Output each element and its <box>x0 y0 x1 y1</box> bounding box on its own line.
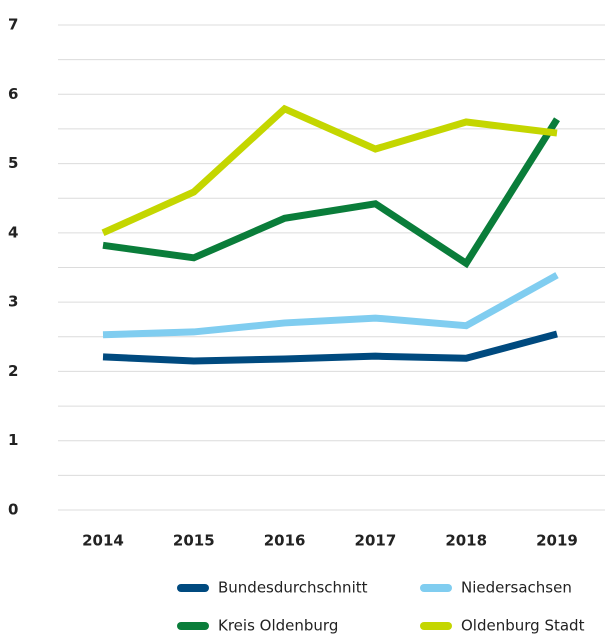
legend-label: Niedersachsen <box>461 579 572 597</box>
y-tick-label: 5 <box>8 154 18 172</box>
y-tick-label: 2 <box>8 362 18 380</box>
x-tick-label: 2019 <box>536 532 578 550</box>
x-tick-label: 2014 <box>82 532 124 550</box>
series-line <box>102 330 558 365</box>
x-tick-label: 2017 <box>355 532 397 550</box>
y-tick-label: 6 <box>8 85 18 103</box>
x-tick-label: 2018 <box>445 532 487 550</box>
series-line <box>102 117 560 269</box>
legend-label: Oldenburg Stadt <box>461 617 585 635</box>
y-tick-label: 0 <box>8 501 18 519</box>
legend-label: Kreis Oldenburg <box>218 617 338 635</box>
y-tick-label: 7 <box>8 16 18 34</box>
legend-label: Bundesdurchschnitt <box>218 579 368 597</box>
x-tick-label: 2016 <box>264 532 306 550</box>
series-line <box>102 272 559 339</box>
series-line <box>101 104 558 237</box>
x-tick-label: 2015 <box>173 532 215 550</box>
y-tick-label: 4 <box>8 223 18 241</box>
y-tick-label: 1 <box>8 431 18 449</box>
y-tick-label: 3 <box>8 293 18 311</box>
